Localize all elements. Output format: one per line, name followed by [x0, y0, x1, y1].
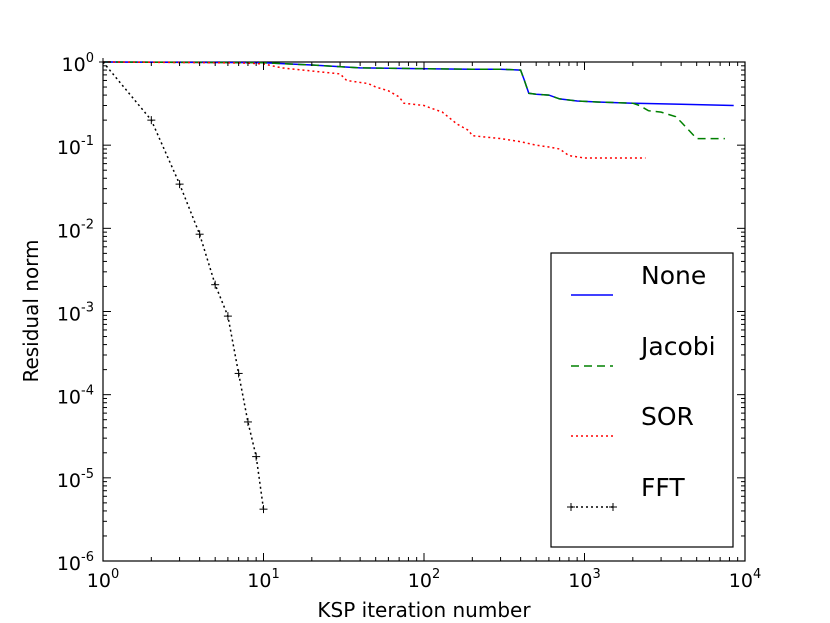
y-axis-label: Residual norm [19, 239, 43, 382]
x-tick-label: 103 [568, 567, 600, 592]
legend-none-label: None [641, 261, 706, 290]
x-tick-label: 101 [247, 567, 279, 592]
legend-jacobi-label: Jacobi [639, 332, 716, 361]
axis-ticks: 100 101 102 103 104 100 10-1 10-2 10-3 10-4 10-5 10… [57, 51, 761, 592]
legend: None Jacobi SOR FFT [550, 252, 734, 548]
series-fft-point [243, 417, 252, 426]
series-fft-point [223, 312, 232, 321]
legend-sor-label: SOR [641, 402, 694, 431]
y-tick-label: 10-5 [57, 467, 94, 492]
y-tick-label: 10-4 [57, 384, 94, 409]
y-tick-label: 10-1 [57, 134, 94, 159]
x-tick-label: 104 [729, 567, 761, 592]
legend-fft-label: FFT [641, 473, 685, 502]
series-fft-line [102, 61, 265, 510]
y-tick-label: 10-2 [57, 217, 94, 242]
legend-box [550, 252, 734, 548]
series-fft-point [211, 280, 220, 289]
series-layer [99, 58, 734, 514]
series-fft-point [195, 230, 204, 239]
series-sor-line [102, 61, 646, 159]
x-axis-label: KSP iteration number [317, 598, 531, 622]
x-tick-label: 102 [408, 567, 440, 592]
series-fft-point [234, 369, 243, 378]
series-fft-point [252, 452, 261, 461]
series-jacobi-line [102, 61, 725, 140]
x-tick-label: 100 [87, 567, 119, 592]
y-tick-label: 10-6 [57, 550, 94, 575]
y-tick-label: 10-3 [57, 301, 94, 326]
y-tick-label: 100 [62, 51, 94, 76]
legend-entries: None Jacobi SOR FFT [567, 261, 716, 511]
series-fft-point [147, 116, 156, 125]
series-fft-point [175, 180, 184, 189]
series-fft-point [259, 505, 268, 514]
